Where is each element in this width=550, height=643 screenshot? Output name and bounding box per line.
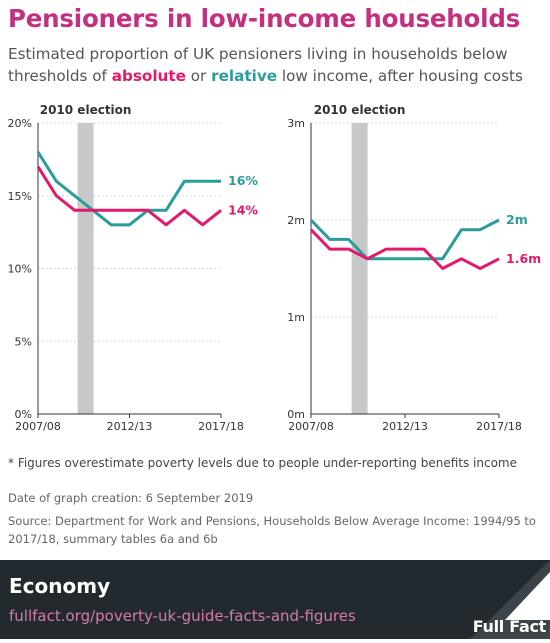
subtitle-text-2: or <box>185 67 212 85</box>
subtitle-text-1: Estimated proportion of UK pensioners li… <box>8 45 508 85</box>
chart2-relative-line <box>309 218 500 261</box>
subtitle-relative: relative <box>211 67 278 85</box>
chart2-absolute-line <box>309 228 500 270</box>
page-title: Pensioners in low-income households <box>8 4 521 33</box>
source-line: Source: Department for Work and Pensions… <box>8 514 536 546</box>
chart2-x-tick-label: 2012/13 <box>382 420 428 433</box>
chart2-y-tick-label: 1m <box>287 311 305 324</box>
chart2-election-band <box>351 123 368 414</box>
chart1-y-tick-label: 0% <box>15 408 32 421</box>
footnote: * Figures overestimate poverty levels du… <box>8 456 518 470</box>
chart2-y-tick-label: 3m <box>287 117 305 130</box>
chart1-y-tick-label: 5% <box>15 335 32 348</box>
chart2-election-label: 2010 election <box>314 103 406 117</box>
chart1-y-tick-label: 15% <box>8 190 32 203</box>
logo-text: Full Fact <box>472 617 547 636</box>
chart2-x-tick-label: 2017/18 <box>476 420 522 433</box>
date-line: Date of graph creation: 6 September 2019 <box>8 491 254 505</box>
logo-triangle-icon <box>470 560 550 639</box>
footer: Economy fullfact.org/poverty-uk-guide-fa… <box>0 560 550 639</box>
chart1-relative-line <box>36 151 221 227</box>
chart2-y-tick-label: 2m <box>287 214 305 227</box>
chart1-x-tick-label: 2017/18 <box>198 420 244 433</box>
charts-area: 0% 5% 10% 15% 20% 2010 election 2007/08 2012/13… <box>8 103 542 433</box>
subtitle-text-3: low income, after housing costs <box>277 67 523 85</box>
chart1-absolute-line <box>36 165 222 227</box>
footer-link[interactable]: fullfact.org/poverty-uk-guide-facts-and-… <box>9 607 356 625</box>
subtitle-absolute: absolute <box>111 67 186 85</box>
chart2-x-tick-label: 2007/08 <box>288 420 334 433</box>
chart1-y-tick-label: 20% <box>8 117 32 130</box>
chart2-y-tick-label: 0m <box>287 408 305 421</box>
chart1-x-tick-label: 2012/13 <box>107 420 153 433</box>
full-fact-logo: Full Fact <box>450 560 550 639</box>
chart1-election-band <box>77 123 94 414</box>
chart1-absolute-end-label: 14% <box>228 202 258 217</box>
chart2-relative-end-label: 2m <box>506 212 528 227</box>
chart1-x-tick-label: 2007/08 <box>15 420 61 433</box>
chart1-y-tick-label: 10% <box>8 263 32 276</box>
chart1-election-label: 2010 election <box>40 103 132 117</box>
chart1-relative-end-label: 16% <box>228 173 258 188</box>
chart2-absolute-end-label: 1.6m <box>506 251 541 266</box>
footer-section: Economy <box>9 574 111 598</box>
subtitle: Estimated proportion of UK pensioners li… <box>8 43 544 87</box>
